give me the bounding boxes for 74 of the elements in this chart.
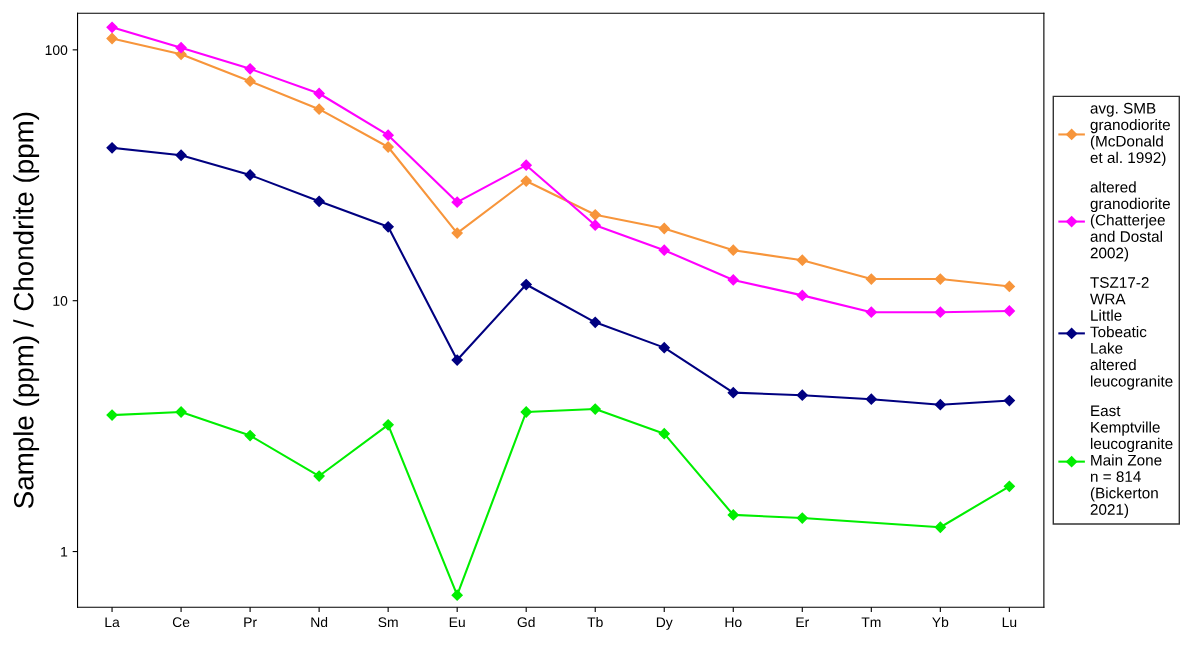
point (658, 342, 670, 354)
point (106, 142, 118, 154)
point (382, 419, 394, 431)
y-tick-label: 100 (45, 45, 68, 56)
point (796, 289, 808, 301)
point (382, 221, 394, 233)
point (796, 389, 808, 401)
point (244, 63, 256, 75)
x-tick-label: Nd (311, 616, 328, 628)
legend-label: altered granodiorite (Chatterjee and Dostal 2002) (1090, 181, 1170, 262)
x-tick-label: Ce (172, 617, 190, 628)
x-tick-label: Er (796, 617, 810, 627)
point (313, 103, 325, 115)
point (382, 129, 394, 141)
x-tick-label: Gd (517, 616, 535, 628)
point (244, 75, 256, 87)
x-tick-label: Tb (587, 616, 603, 628)
point (1003, 394, 1015, 407)
point (796, 512, 808, 524)
y-tick-label: 10 (53, 296, 68, 306)
point (175, 149, 187, 161)
x-tick-label: Pr (244, 617, 257, 627)
point (589, 403, 601, 415)
point (934, 306, 946, 318)
point (106, 32, 118, 45)
x-tick-label: Lu (1002, 617, 1017, 628)
point (934, 273, 946, 285)
point (589, 209, 601, 221)
point (106, 21, 118, 33)
point (451, 227, 463, 239)
point (796, 254, 808, 266)
point (520, 159, 532, 171)
point (865, 306, 877, 318)
x-tick-label: La (105, 617, 120, 628)
point (382, 141, 394, 153)
x-tick-label: Tm (861, 617, 881, 627)
point (934, 521, 946, 533)
point (106, 409, 118, 421)
point (658, 428, 670, 440)
x-tick-label: Dy (656, 617, 673, 630)
point (1003, 305, 1015, 317)
point (658, 222, 670, 235)
point (313, 87, 325, 100)
point (451, 354, 463, 366)
point (244, 429, 256, 442)
x-tick-label: Ho (725, 617, 742, 628)
point (1003, 480, 1015, 492)
point (313, 195, 325, 207)
point (934, 399, 946, 411)
x-tick-label: Eu (449, 617, 465, 628)
point (865, 273, 877, 285)
legend-label: East Kemptville leucogranite Main Zone n = 814 (Bickerton 2021) (1090, 405, 1173, 518)
point (313, 470, 325, 482)
point (589, 219, 601, 231)
point (727, 509, 739, 521)
x-tick-label: Yb (932, 616, 949, 628)
point (451, 589, 463, 601)
point (658, 244, 670, 256)
point (727, 244, 739, 256)
y-axis-title: Sample (ppm) / Chondrite (ppm) (13, 112, 40, 509)
point (175, 42, 187, 54)
point (451, 196, 463, 208)
point (1003, 280, 1015, 293)
point (727, 274, 739, 286)
point (727, 387, 739, 399)
point (520, 406, 532, 418)
point (520, 278, 532, 291)
x-tick-label: Sm (378, 617, 398, 628)
point (520, 175, 532, 187)
legend-label: TSZ17-2 WRA Little Tobeatic Lake altered leucogranite (1090, 277, 1173, 390)
y-tick-label: 1 (61, 547, 68, 557)
point (865, 393, 877, 405)
point (589, 316, 601, 328)
legend-label: avg. SMB granodiorite (McDonald et al. 1992) (1090, 102, 1170, 167)
